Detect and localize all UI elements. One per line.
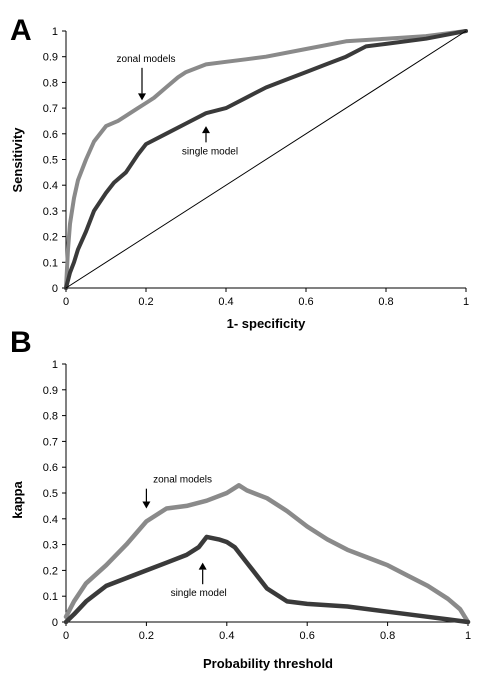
panel-a-y-tick-label: 0.1: [43, 257, 58, 269]
panel-b-x-tick-label: 0.2: [139, 630, 154, 642]
panel-a-y-tick-label: 0.7: [43, 103, 58, 115]
panel-a-annotation-label: single model: [182, 146, 238, 157]
panel-a-y-tick-label: 0.5: [43, 155, 58, 167]
panel-b-annotation-label: zonal models: [153, 475, 212, 486]
panel-a-x-tick-label: 0: [63, 296, 69, 308]
panel-a-y-tick-label: 0.4: [43, 180, 58, 192]
panel-b-y-tick-label: 0: [52, 617, 58, 629]
panel-a-x-tick-label: 0.2: [138, 296, 153, 308]
panel-a-annotation-label: zonal models: [117, 54, 176, 65]
panel-a-letter: A: [10, 14, 32, 47]
panel-b-y-axis-label: kappa: [10, 480, 25, 518]
panel-a-x-tick-label: 0.4: [218, 296, 233, 308]
panel-b-y-tick-label: 0.7: [43, 436, 58, 448]
panel-b-annotation-arrowhead: [198, 562, 207, 570]
panel-a-series-zonal-models: [64, 29, 468, 290]
panel-a: A 1- specificity Sensitivity 0 0.1 0.2 0.3 0…: [10, 14, 469, 331]
panel-b-x-tick-label: 0: [63, 630, 69, 642]
panel-b-letter: B: [10, 326, 32, 359]
panel-b-y-tick-label: 0.8: [43, 411, 58, 423]
panel-a-y-tick-label: 0.8: [43, 77, 58, 89]
panel-a-annotation-arrowhead: [138, 93, 146, 101]
panel-b-x-tick-label: 1: [465, 630, 471, 642]
panel-b-annotation-arrowhead: [142, 501, 151, 509]
panel-b-x-axis-label: Probability threshold: [203, 656, 333, 671]
panel-a-series-single-model: [64, 29, 468, 290]
panel-b-y-tick-label: 0.9: [43, 385, 58, 397]
panel-b-y-tick-label: 0.3: [43, 540, 58, 552]
panel-b-y-tick-label: 0.6: [43, 462, 58, 474]
panel-a-y-tick-label: 0.9: [43, 52, 58, 64]
panel-a-x-tick-label: 0.8: [378, 296, 393, 308]
panel-b-y-tick-label: 1: [52, 359, 58, 371]
panel-b-y-tick-label: 0.1: [43, 591, 58, 603]
panel-b-y-tick-label: 0.2: [43, 565, 58, 577]
panel-a-x-tick-label: 1: [463, 296, 469, 308]
panel-a-annotation-arrowhead: [202, 126, 210, 134]
panel-a-y-tick-label: 0.6: [43, 129, 58, 141]
panel-b-y-tick-label: 0.4: [43, 514, 58, 526]
panel-b-y-tick-label: 0.5: [43, 488, 58, 500]
panel-a-y-tick-label: 0.3: [43, 206, 58, 218]
panel-a-y-axis-label: Sensitivity: [10, 127, 25, 193]
panel-b-x-tick-label: 0.4: [219, 630, 234, 642]
panel-a-y-tick-label: 0.2: [43, 232, 58, 244]
panel-b-annotation-label: single model: [171, 588, 227, 599]
panel-a-y-tick-label: 0: [52, 283, 58, 295]
panel-b: B Probability threshold kappa 0 0.1 0.2 0.3…: [10, 326, 471, 671]
panel-b-series-zonal-models: [63, 483, 471, 625]
panel-b-series-single-model: [63, 534, 471, 625]
panel-a-series-diagonal-reference: [65, 30, 467, 289]
panel-a-x-axis-label: 1- specificity: [227, 316, 307, 331]
panel-b-x-tick-label: 0.8: [380, 630, 395, 642]
panel-a-y-tick-label: 1: [52, 26, 58, 38]
panel-a-x-tick-label: 0.6: [298, 296, 313, 308]
panel-b-x-tick-label: 0.6: [300, 630, 315, 642]
